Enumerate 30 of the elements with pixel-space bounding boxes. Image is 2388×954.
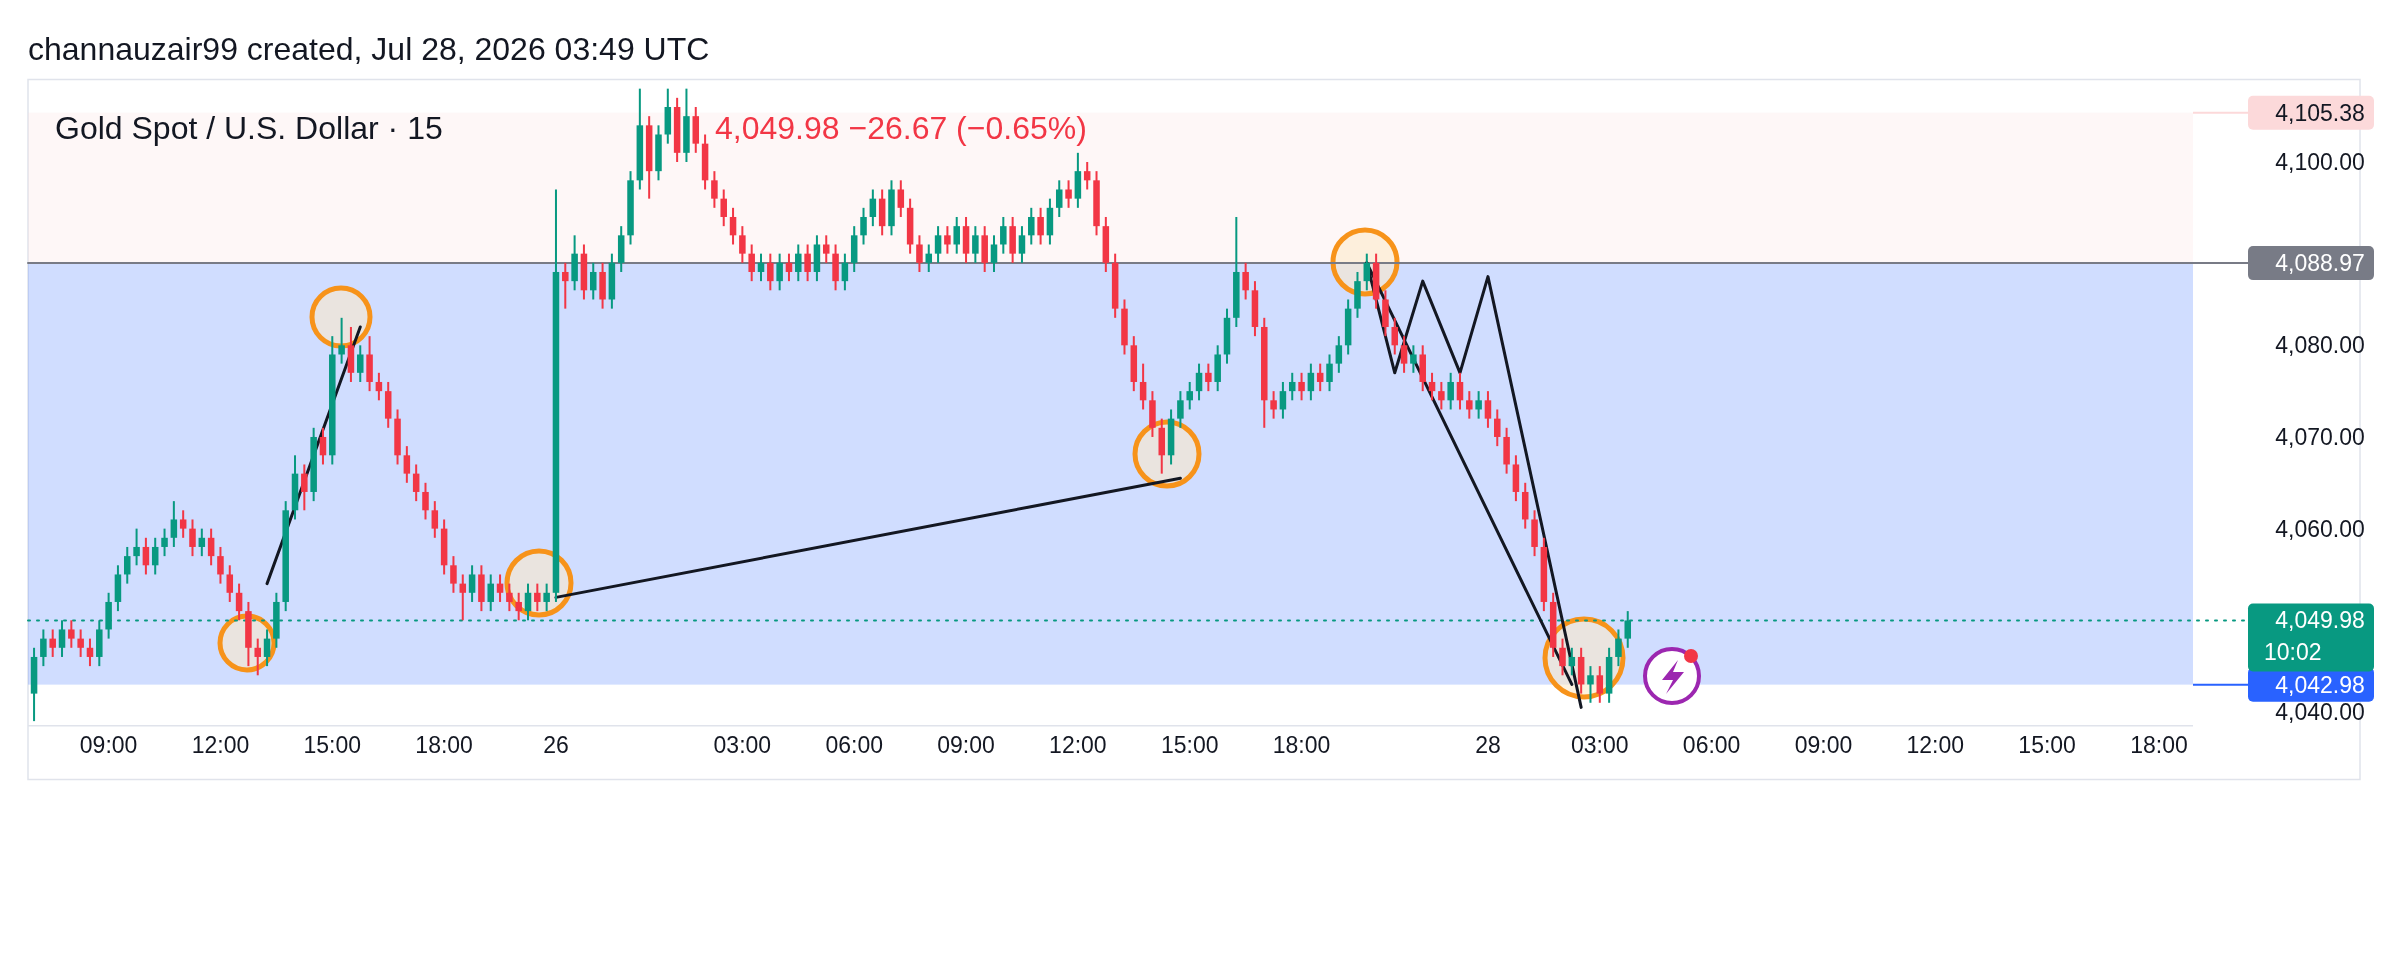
x-tick-label: 03:00: [713, 732, 772, 758]
y-tick-label: 4,060.00: [2275, 515, 2365, 542]
x-tick-label: 26: [543, 732, 569, 758]
x-tick-label: 03:00: [1571, 732, 1629, 758]
x-tick-label: 06:00: [825, 732, 883, 758]
x-tick-label: 12:00: [1906, 732, 1965, 758]
x-tick-label: 18:00: [1272, 732, 1331, 758]
x-tick-label: 12:00: [191, 732, 250, 758]
x-tick-label: 09:00: [1794, 732, 1853, 758]
text: Gold Spot / U.S. Dollar · 15: [55, 110, 443, 146]
x-tick-label: 06:00: [1682, 732, 1741, 758]
ref-line-label: 4,088.97: [2275, 250, 2365, 277]
x-tick-label: 15:00: [1160, 732, 1219, 758]
x-tick-label: 12:00: [1049, 732, 1107, 758]
band-label: 4,105.38: [2275, 99, 2365, 126]
x-tick-label: 15:00: [303, 732, 362, 758]
band-label: 4,042.98: [2275, 671, 2365, 698]
x-tick-label: 09:00: [937, 732, 995, 758]
y-tick-label: 4,040.00: [2275, 698, 2365, 725]
ref-line-label: 4,049.98 10:02: [2264, 607, 2365, 666]
x-tick-label: 09:00: [79, 732, 138, 758]
y-tick-label: 4,080.00: [2275, 332, 2365, 359]
x-tick-label: 15:00: [2018, 732, 2076, 758]
x-tick-label: 28: [1475, 732, 1501, 758]
y-tick-label: 4,100.00: [2275, 148, 2365, 175]
text: channauzair99 created, Jul 28, 2026 03:49 UTC: [28, 31, 710, 67]
x-tick-label: 18:00: [2130, 732, 2188, 758]
x-tick-label: 18:00: [415, 732, 473, 758]
text: 4,049.98 −26.67 (−0.65%): [715, 110, 1087, 146]
y-tick-label: 4,070.00: [2275, 423, 2365, 450]
